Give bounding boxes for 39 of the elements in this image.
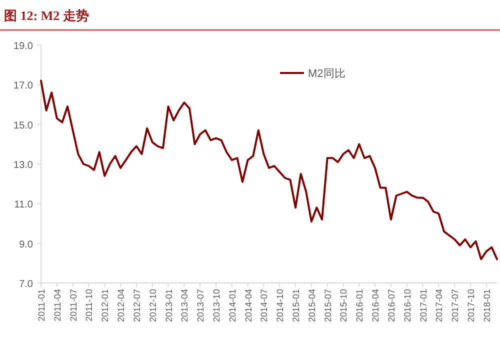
y-tick-label: 11.0 [14,200,34,211]
x-tick-label: 2016-01 [354,289,365,322]
y-tick-label: 15.0 [14,120,34,132]
x-tick-label: 2011-07 [68,289,78,322]
x-tick-label: 2013-01 [164,289,174,322]
x-tick-label: 2014-04 [243,289,254,322]
x-tick-label: 2015-10 [338,289,349,322]
x-tick-label: 2016-10 [402,289,412,322]
line-series [40,80,498,260]
x-tick-label: 2012-01 [100,289,110,322]
y-tick-label: 9.0 [19,239,34,250]
legend-label: M2同比 [308,67,346,80]
x-tick-label: 2016-04 [370,289,381,322]
x-tick-label: 2017-01 [418,289,428,322]
chart-title: 图 12: M2 走势 [4,8,89,23]
x-tick-label: 2014-07 [259,289,270,322]
y-tick-label: 17.0 [14,80,34,92]
y-tick-label: 19.0 [14,41,34,52]
x-tick-label: 2013-07 [196,289,206,322]
x-tick-label: 2015-01 [291,289,302,322]
x-tick-label: 2014-10 [275,289,286,322]
x-tick-label: 2017-04 [434,289,444,322]
x-tick-label: 2012-07 [132,289,142,322]
x-tick-label: 2013-10 [211,289,222,322]
y-tick-label: 7.0 [19,279,34,290]
x-tick-label: 2011-10 [84,289,94,322]
x-tick-label: 2016-07 [386,289,396,322]
x-tick-label: 2015-04 [306,289,317,322]
x-tick-label: 2011-04 [52,289,62,322]
x-tick-label: 2017-07 [450,289,460,322]
x-tick-label: 2011-01 [36,289,46,322]
x-tick-label: 2017-10 [466,289,476,322]
x-tick-label: 2012-04 [116,289,126,322]
x-tick-label: 2013-04 [180,289,190,322]
x-tick-label: 2014-01 [227,289,238,322]
x-tick-label: 2012-10 [148,289,158,322]
x-tick-label: 2015-07 [322,289,333,322]
x-tick-label: 2018-01 [482,289,492,322]
y-tick-label: 13.0 [14,160,34,171]
